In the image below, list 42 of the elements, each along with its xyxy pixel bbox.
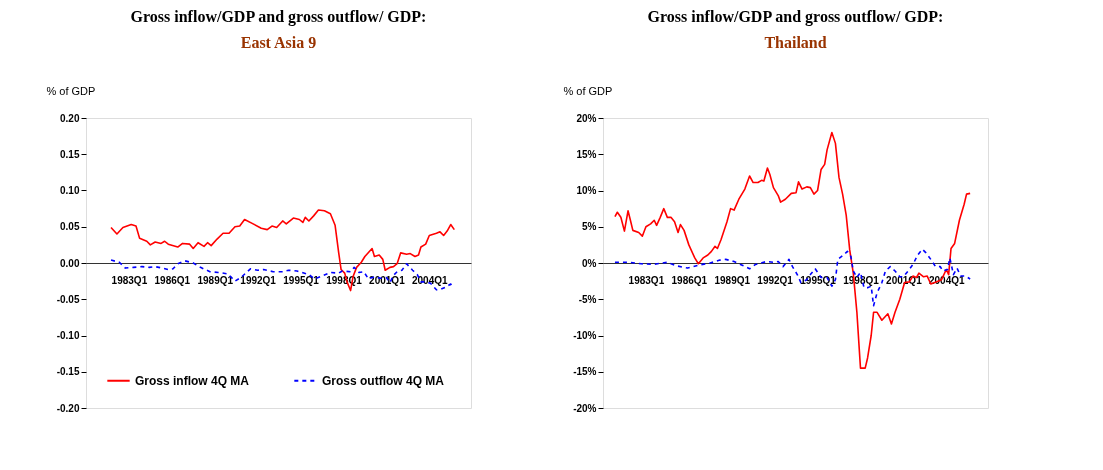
y-tick-label: 0.15 <box>60 148 80 160</box>
y-tick-label: 0% <box>582 257 597 269</box>
x-tick-label: 1983Q1 <box>628 274 665 286</box>
legend-label: Gross inflow 4Q MA <box>135 373 250 388</box>
y-tick-label: -0.10 <box>56 330 80 341</box>
y-axis-title: % of GDP <box>46 84 96 97</box>
line-series <box>110 259 454 291</box>
y-tick-label: 15% <box>576 148 597 160</box>
y-tick-label: 0.00 <box>60 257 80 269</box>
line-series <box>614 248 971 307</box>
legend-label: Gross outflow 4Q MA <box>322 373 445 388</box>
chart-title: Gross inflow/GDP and gross outflow/ GDP: <box>130 8 427 26</box>
line-series <box>614 131 971 369</box>
x-tick-label: 2004Q1 <box>412 274 449 286</box>
chart-title: Gross inflow/GDP and gross outflow/ GDP: <box>647 8 944 26</box>
y-tick-label: 0.10 <box>60 185 80 196</box>
y-tick-label: -0.05 <box>56 293 80 305</box>
x-tick-label: 1992Q1 <box>240 274 277 286</box>
x-tick-label: 2001Q1 <box>369 274 406 286</box>
y-tick-label: 0.05 <box>60 221 80 233</box>
x-tick-label: 1983Q1 <box>111 274 148 286</box>
y-tick-label: 10% <box>576 185 597 196</box>
y-tick-label: -5% <box>578 293 597 305</box>
x-tick-label: 1986Q1 <box>671 274 708 286</box>
chart-subtitle: East Asia 9 <box>240 34 317 51</box>
y-tick-label: -10% <box>573 330 597 341</box>
x-tick-label: 1989Q1 <box>197 274 234 286</box>
y-tick-label: -0.20 <box>56 402 80 414</box>
y-tick-label: 5% <box>582 221 597 233</box>
y-tick-label: -20% <box>573 402 597 414</box>
y-tick-label: 20% <box>576 112 597 124</box>
chart-subtitle: Thailand <box>764 34 827 51</box>
y-tick-label: -15% <box>573 366 597 378</box>
x-tick-label: 1992Q1 <box>757 274 794 286</box>
y-tick-label: 0.20 <box>60 112 80 124</box>
line-series <box>110 209 456 292</box>
y-tick-label: -0.15 <box>56 366 80 378</box>
x-tick-label: 1986Q1 <box>154 274 191 286</box>
x-tick-label: 1995Q1 <box>283 274 320 286</box>
x-tick-label: 1995Q1 <box>800 274 837 286</box>
x-tick-label: 1989Q1 <box>714 274 751 286</box>
y-axis-title: % of GDP <box>563 84 613 97</box>
